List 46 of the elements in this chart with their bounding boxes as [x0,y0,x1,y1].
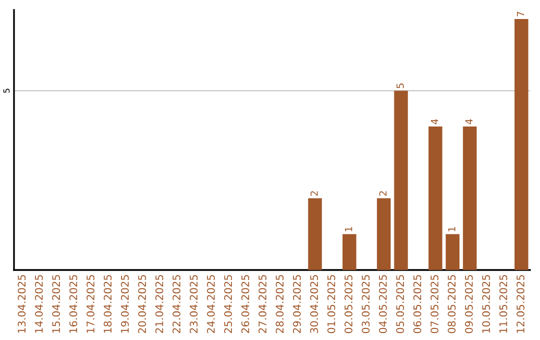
bar [514,18,528,270]
data-label: 2 [310,191,318,196]
x-tick-label: 12.05.2025 [516,275,524,333]
data-label: 5 [396,84,404,88]
data-label: 2 [379,191,386,196]
x-tick-label: 24.04.2025 [206,275,215,334]
x-tick-label: 28.04.2025 [276,275,284,334]
x-tick-label: 29.04.2025 [292,275,301,334]
x-tick-label: 15.04.2025 [52,275,60,333]
x-tick-label: 01.05.2025 [327,275,336,334]
data-label: 1 [448,227,456,232]
x-tick-label: 20.04.2025 [138,275,146,334]
data-label: 1 [344,227,352,232]
bar [462,126,477,270]
x-tick-label: 26.04.2025 [241,275,250,334]
x-tick-label: 08.05.2025 [448,275,456,334]
bar [446,234,460,270]
x-tick-label: 18.04.2025 [104,275,112,333]
bar [342,234,356,270]
bar [394,90,408,270]
bar [428,126,442,270]
x-tick-label: 03.05.2025 [362,275,370,334]
x-tick-label: 10.05.2025 [482,275,490,333]
x-tick-label: 02.05.2025 [344,275,352,334]
x-tick-label: 16.04.2025 [69,275,78,333]
x-tick-label: 05.05.2025 [396,275,404,334]
x-tick-label: 04.05.2025 [378,275,387,334]
data-label: 7 [516,12,524,16]
x-tick-label: 21.04.2025 [155,275,164,334]
x-tick-label: 07.05.2025 [430,275,438,334]
x-tick-label: 14.04.2025 [34,275,43,333]
x-tick-label: 30.04.2025 [310,275,318,334]
x-tick-label: 13.04.2025 [18,275,26,333]
data-label: 4 [430,119,438,124]
x-tick-label: 25.04.2025 [224,275,232,334]
data-label: 4 [465,119,472,124]
x-tick-label: 11.05.2025 [499,275,508,333]
x-tick-label: 06.05.2025 [413,275,422,334]
x-tick-label: 27.04.2025 [258,275,266,334]
x-tick-label: 22.04.2025 [172,275,180,334]
bar [376,198,391,270]
x-tick-label: 09.05.2025 [464,275,473,334]
bar [308,198,322,270]
x-tick-label: 19.04.2025 [120,275,129,333]
x-tick-label: 23.04.2025 [190,275,198,334]
x-tick-label: 17.04.2025 [86,275,94,333]
